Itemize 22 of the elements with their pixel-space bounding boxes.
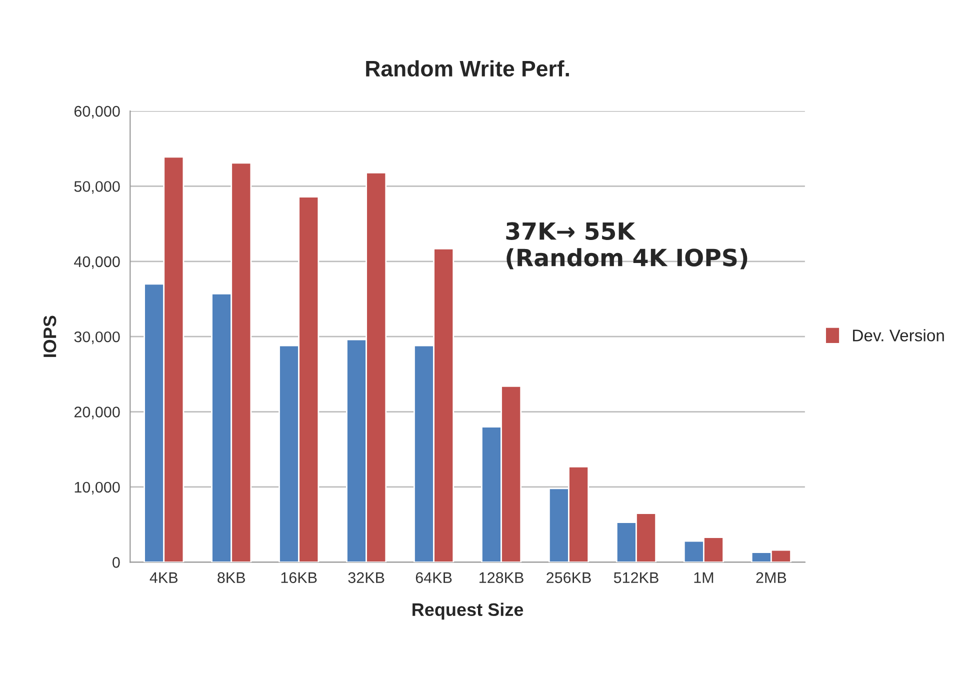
x-tick-label: 128KB: [480, 572, 524, 584]
chart-title: Random Write Perf.: [366, 60, 569, 77]
x-tick-label: 2MB: [756, 572, 786, 583]
y-tick-label: 10,000: [74, 482, 120, 494]
x-tick-label: 8KB: [218, 572, 245, 584]
y-tick-label: 30,000: [74, 331, 120, 344]
x-tick-label: 16KB: [281, 572, 317, 584]
x-axis-title: Request Size: [412, 602, 524, 620]
y-tick-label: 50,000: [74, 181, 120, 194]
x-tick-label: 32KB: [348, 572, 384, 584]
y-tick-label: 40,000: [74, 256, 120, 269]
y-tick-label: 60,000: [74, 106, 120, 119]
annotation: 37K→ 55K (Random 4K IOPS): [506, 222, 748, 270]
x-tick-label: 64KB: [416, 572, 452, 584]
y-tick-label: 20,000: [74, 406, 120, 420]
y-tick-label: 0: [112, 557, 120, 568]
legend-label: Dev. Version: [853, 329, 944, 342]
x-tick-label: 1M: [694, 572, 714, 583]
x-tick-label: 256KB: [546, 572, 591, 584]
x-tick-label: 512KB: [614, 572, 658, 584]
y-axis-title: IOPS: [43, 316, 56, 357]
x-tick-label: 4KB: [150, 572, 178, 583]
